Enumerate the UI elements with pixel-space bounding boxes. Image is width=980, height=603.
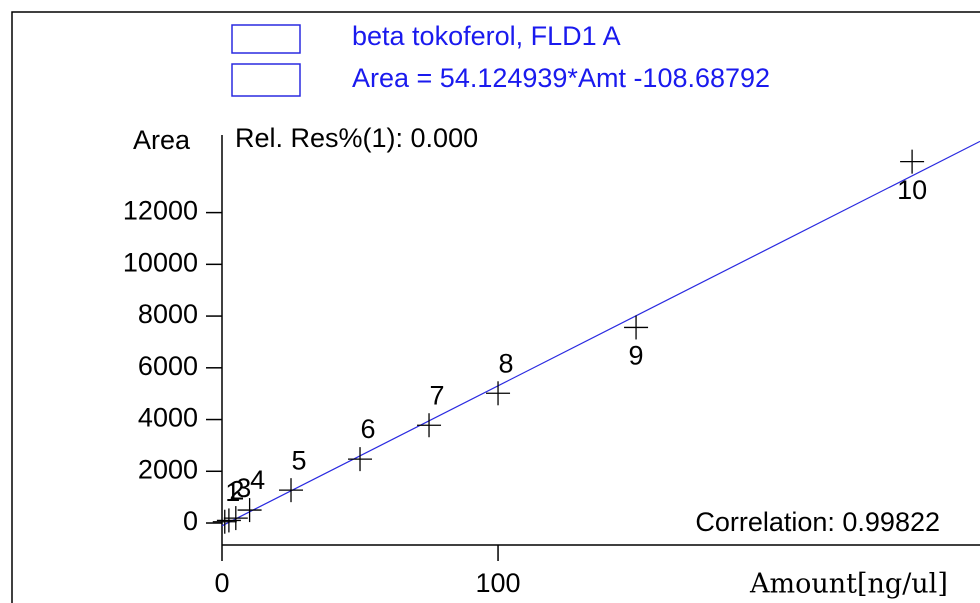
y-tick-label: 12000	[123, 196, 198, 226]
fit-line	[221, 140, 980, 527]
y-axis-label: Area	[133, 125, 191, 155]
point-label: 2	[229, 476, 244, 506]
point-label: 1	[225, 477, 240, 507]
data-point	[486, 381, 511, 406]
annotation: Rel. Res%(1): 0.000	[235, 123, 478, 153]
legend-box	[231, 63, 301, 97]
data-point	[212, 509, 237, 534]
data-point	[900, 149, 925, 174]
point-label: 3	[236, 473, 251, 503]
x-tick-label: 100	[476, 568, 521, 598]
x-axis-label: Amount[ng/ul]	[749, 569, 948, 600]
y-tick-label: 0	[183, 506, 198, 536]
data-point	[237, 498, 262, 523]
data-point	[216, 508, 241, 533]
data-point	[624, 315, 649, 340]
y-tick-label: 10000	[123, 247, 198, 277]
y-tick-label: 2000	[138, 454, 198, 484]
point-label: 4	[250, 465, 265, 495]
annotation: Correlation: 0.99822	[695, 507, 940, 537]
data-point	[417, 413, 442, 438]
point-label: 8	[499, 348, 514, 378]
frame	[11, 11, 980, 603]
legend-label: beta tokoferol, FLD1 A	[352, 21, 621, 51]
point-label: 7	[430, 380, 445, 410]
y-tick-label: 6000	[138, 351, 198, 381]
data-point	[223, 506, 248, 531]
point-label: 10	[897, 175, 927, 205]
legend-label: Area = 54.124939*Amt -108.68792	[352, 63, 770, 93]
data-point	[348, 447, 373, 472]
legend-box	[231, 24, 301, 54]
data-point	[279, 478, 304, 503]
x-tick-label: 0	[214, 568, 229, 598]
y-tick-label: 4000	[138, 403, 198, 433]
point-label: 9	[629, 341, 644, 371]
y-tick-label: 8000	[138, 299, 198, 329]
point-label: 5	[291, 445, 306, 475]
point-label: 6	[361, 414, 376, 444]
